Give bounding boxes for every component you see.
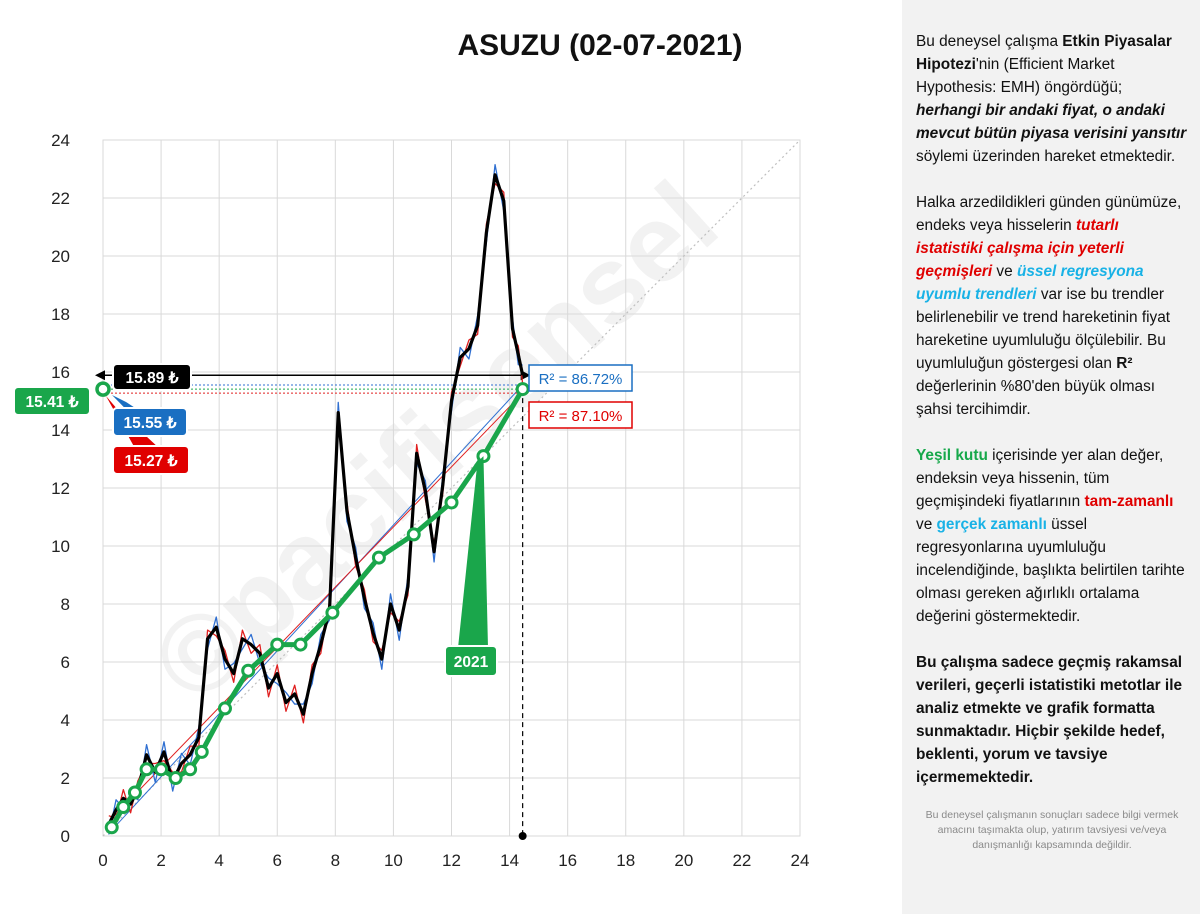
- highlight-green: Yeşil kutu: [916, 447, 988, 464]
- label-red: 15.27 ₺: [125, 453, 179, 470]
- disclaimer: Bu deneysel çalışmanın sonuçları sadece …: [925, 809, 1179, 851]
- trend-marker: [116, 800, 131, 814]
- text: söylemi üzerinden hareket etmektedir.: [916, 148, 1176, 165]
- trend-marker: [371, 550, 386, 565]
- label-blue-box: [112, 407, 188, 437]
- highlight-cyan: gerçek zamanlı: [936, 516, 1047, 533]
- text: Halka arzedildikleri günden günümüze, en…: [916, 194, 1182, 234]
- text: var ise bu trendler belirlenebilir ve tr…: [916, 286, 1171, 372]
- trend-marker: [217, 701, 232, 716]
- trend-marker: [127, 785, 142, 800]
- x-tick-label: 6: [273, 851, 282, 870]
- trend-start-marker: [95, 381, 111, 397]
- text: 'nin (Efficient Market Hypothesis: EMH) …: [916, 56, 1123, 96]
- y-tick-label: 8: [61, 595, 70, 614]
- x-tick-label: 16: [558, 851, 577, 870]
- y-tick-label: 12: [51, 479, 70, 498]
- x-tick-label: 2: [156, 851, 165, 870]
- label-green: 15.41 ₺: [26, 394, 80, 411]
- chart-area: ©pacifisensel 0 2 4 6 8 10 12 14 16 18 20 22 24 0 2 4 6 8…: [13, 29, 810, 870]
- text: ve: [916, 516, 937, 533]
- trend-marker: [241, 663, 256, 678]
- y-tick-label: 16: [51, 363, 70, 382]
- trend-marker: [325, 605, 340, 620]
- x-tick-label: 10: [384, 851, 403, 870]
- x-tick-label: 8: [331, 851, 340, 870]
- r2-term: R²: [1116, 355, 1133, 372]
- text: üssel regresyonlarına uyumluluğu incelen…: [916, 516, 1185, 625]
- diagonal-guide: [102, 139, 801, 837]
- trend-marker: [515, 382, 530, 397]
- trend-marker: [168, 771, 183, 785]
- trend-marker: [139, 762, 154, 777]
- x-tick-label: 24: [791, 851, 810, 870]
- trend-marker: [444, 495, 459, 510]
- label-blue: 15.55 ₺: [124, 415, 178, 432]
- trend-marker: [154, 762, 169, 777]
- label-price: 15.89 ₺: [126, 370, 180, 387]
- year-label-box: [444, 645, 498, 677]
- panel-paragraph-4: Bu çalışma sadece geçmiş rakamsal verile…: [916, 654, 1183, 786]
- label-red-box: [112, 445, 190, 475]
- text: Bu deneysel çalışma: [916, 33, 1063, 50]
- chart-title: ASUZU (02-07-2021): [457, 29, 742, 62]
- r2-blue-box: [528, 364, 633, 392]
- trend-marker: [183, 762, 198, 777]
- y-tick-label: 18: [51, 305, 70, 324]
- trend-marker: [270, 637, 285, 652]
- trend-marker: [406, 527, 421, 542]
- tick-labels: 0 2 4 6 8 10 12 14 16 18 20 22 240246810121416182022…: [51, 131, 809, 870]
- r2-blue: R² = 86.72%: [539, 371, 623, 388]
- current-date-dot: [518, 832, 527, 840]
- grid: ©pacifisensel: [102, 139, 801, 837]
- label-price-box: [112, 363, 192, 391]
- y-tick-label: 20: [51, 247, 70, 266]
- x-tick-label: 22: [732, 851, 751, 870]
- panel-paragraph-2: Halka arzedildikleri günden günümüze, en…: [916, 191, 1188, 421]
- highlight-red: tutarlı istatistiki çalışma için yeterli…: [916, 217, 1124, 280]
- y-tick-label: 4: [61, 711, 70, 730]
- emh-term: Etkin Piyasalar Hipotezi: [916, 33, 1172, 73]
- x-tick-label: 12: [442, 851, 461, 870]
- y-tick-label: 10: [51, 537, 70, 556]
- highlight-red: tam-zamanlı: [1084, 493, 1174, 510]
- trend-marker: [104, 820, 119, 835]
- trend-marker: [194, 744, 209, 759]
- side-panel: Bu deneysel çalışma Etkin Piyasalar Hipo…: [902, 0, 1200, 914]
- text: değerlerinin %80'den büyük olması şahsi …: [916, 378, 1156, 418]
- price-chart: ©pacifisensel 0 2 4 6 8 10 12 14 16 18 20 22 2402468…: [13, 29, 809, 870]
- y-tick-label: 6: [61, 653, 70, 672]
- text: içerisinde yer alan değer, endeksin veya…: [916, 447, 1164, 510]
- y-tick-label: 0: [61, 827, 70, 846]
- x-tick-label: 20: [674, 851, 693, 870]
- y-tick-label: 2: [61, 769, 70, 788]
- x-tick-label: 14: [500, 851, 519, 870]
- panel-paragraph-3: Yeşil kutu içerisinde yer alan değer, en…: [916, 444, 1188, 628]
- r2-red: R² = 87.10%: [539, 408, 623, 425]
- emh-quote: herhangi bir andaki fiyat, o andaki mevc…: [916, 102, 1187, 142]
- value-labels: 15.89 ₺ 15.55 ₺ 15.27 ₺ 15.41 ₺ R² = 86.72% R…: [13, 363, 633, 677]
- regression-line-red: [111, 392, 524, 819]
- x-tick-label: 0: [98, 851, 107, 870]
- text: ve: [992, 263, 1017, 280]
- y-tick-label: 22: [51, 189, 70, 208]
- r2-red-box: [528, 401, 633, 429]
- highlight-cyan: üssel regresyona uyumlu trendleri: [916, 263, 1144, 303]
- year-pointer: [458, 456, 488, 648]
- arrow-tail: [95, 370, 105, 381]
- x-tick-label: 18: [616, 851, 635, 870]
- trend-marker: [293, 637, 308, 652]
- label-green-box: [13, 386, 91, 416]
- panel-paragraph-1: Bu deneysel çalışma Etkin Piyasalar Hipo…: [916, 30, 1188, 168]
- year-label: 2021: [454, 654, 489, 671]
- y-tick-label: 14: [51, 421, 70, 440]
- x-tick-label: 4: [214, 851, 223, 870]
- y-tick-label: 24: [51, 131, 70, 150]
